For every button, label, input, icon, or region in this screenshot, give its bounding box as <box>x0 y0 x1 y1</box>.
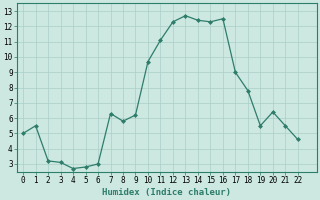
X-axis label: Humidex (Indice chaleur): Humidex (Indice chaleur) <box>102 188 231 197</box>
